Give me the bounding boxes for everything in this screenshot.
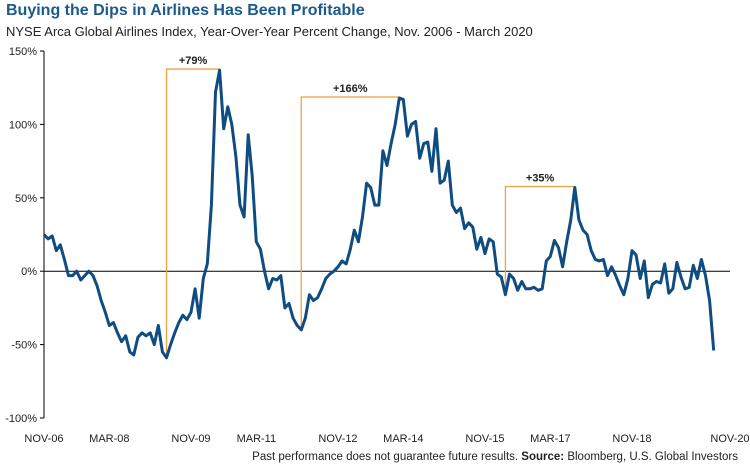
y-tick-label: 0% bbox=[21, 266, 37, 278]
x-tick-label: NOV-12 bbox=[318, 433, 357, 445]
x-tick-label: MAR-17 bbox=[530, 433, 570, 445]
y-tick-label: 100% bbox=[9, 119, 37, 131]
x-axis-ticks: NOV-06 MAR-08 NOV-09 MAR-11 NOV-12 MAR-14 NOV-… bbox=[24, 433, 749, 445]
y-tick-label: -50% bbox=[11, 340, 37, 352]
y-axis-ticks: -100% -50% 0% 50% 100% 150% bbox=[5, 46, 44, 425]
rally-bracket bbox=[165, 68, 220, 358]
x-tick-label: NOV-15 bbox=[465, 433, 504, 445]
footer: Past performance does not guarantee futu… bbox=[252, 451, 738, 463]
x-tick-label: NOV-06 bbox=[24, 433, 63, 445]
x-tick-label: NOV-18 bbox=[612, 433, 651, 445]
rally-label: +35% bbox=[526, 173, 555, 185]
source-text: Bloomberg, U.S. Global Investors bbox=[567, 451, 738, 463]
y-tick-label: 50% bbox=[15, 193, 37, 205]
series-line bbox=[42, 68, 716, 360]
rally-bracket bbox=[504, 185, 575, 295]
x-tick-label: NOV-20 bbox=[710, 433, 749, 445]
y-tick-label: 150% bbox=[9, 46, 37, 58]
annotations: +79% +166% +35% bbox=[165, 55, 575, 358]
rally-label: +166% bbox=[333, 83, 368, 95]
rally-bracket bbox=[300, 96, 400, 330]
y-tick-label: -100% bbox=[5, 413, 37, 425]
x-tick-label: MAR-14 bbox=[383, 433, 423, 445]
x-tick-label: NOV-09 bbox=[171, 433, 210, 445]
x-tick-label: MAR-11 bbox=[237, 433, 277, 445]
disclaimer-text: Past performance does not guarantee futu… bbox=[252, 451, 519, 463]
rally-annotation: +79% bbox=[165, 55, 220, 358]
chart-subtitle: NYSE Arca Global Airlines Index, Year-Ov… bbox=[6, 24, 533, 39]
x-tick-label: MAR-08 bbox=[89, 433, 129, 445]
rally-annotation: +35% bbox=[504, 173, 575, 295]
chart-title: Buying the Dips in Airlines Has Been Pro… bbox=[6, 2, 365, 19]
rally-label: +79% bbox=[179, 55, 208, 67]
source-label: Source: bbox=[521, 451, 565, 463]
rally-annotation: +166% bbox=[300, 83, 400, 330]
